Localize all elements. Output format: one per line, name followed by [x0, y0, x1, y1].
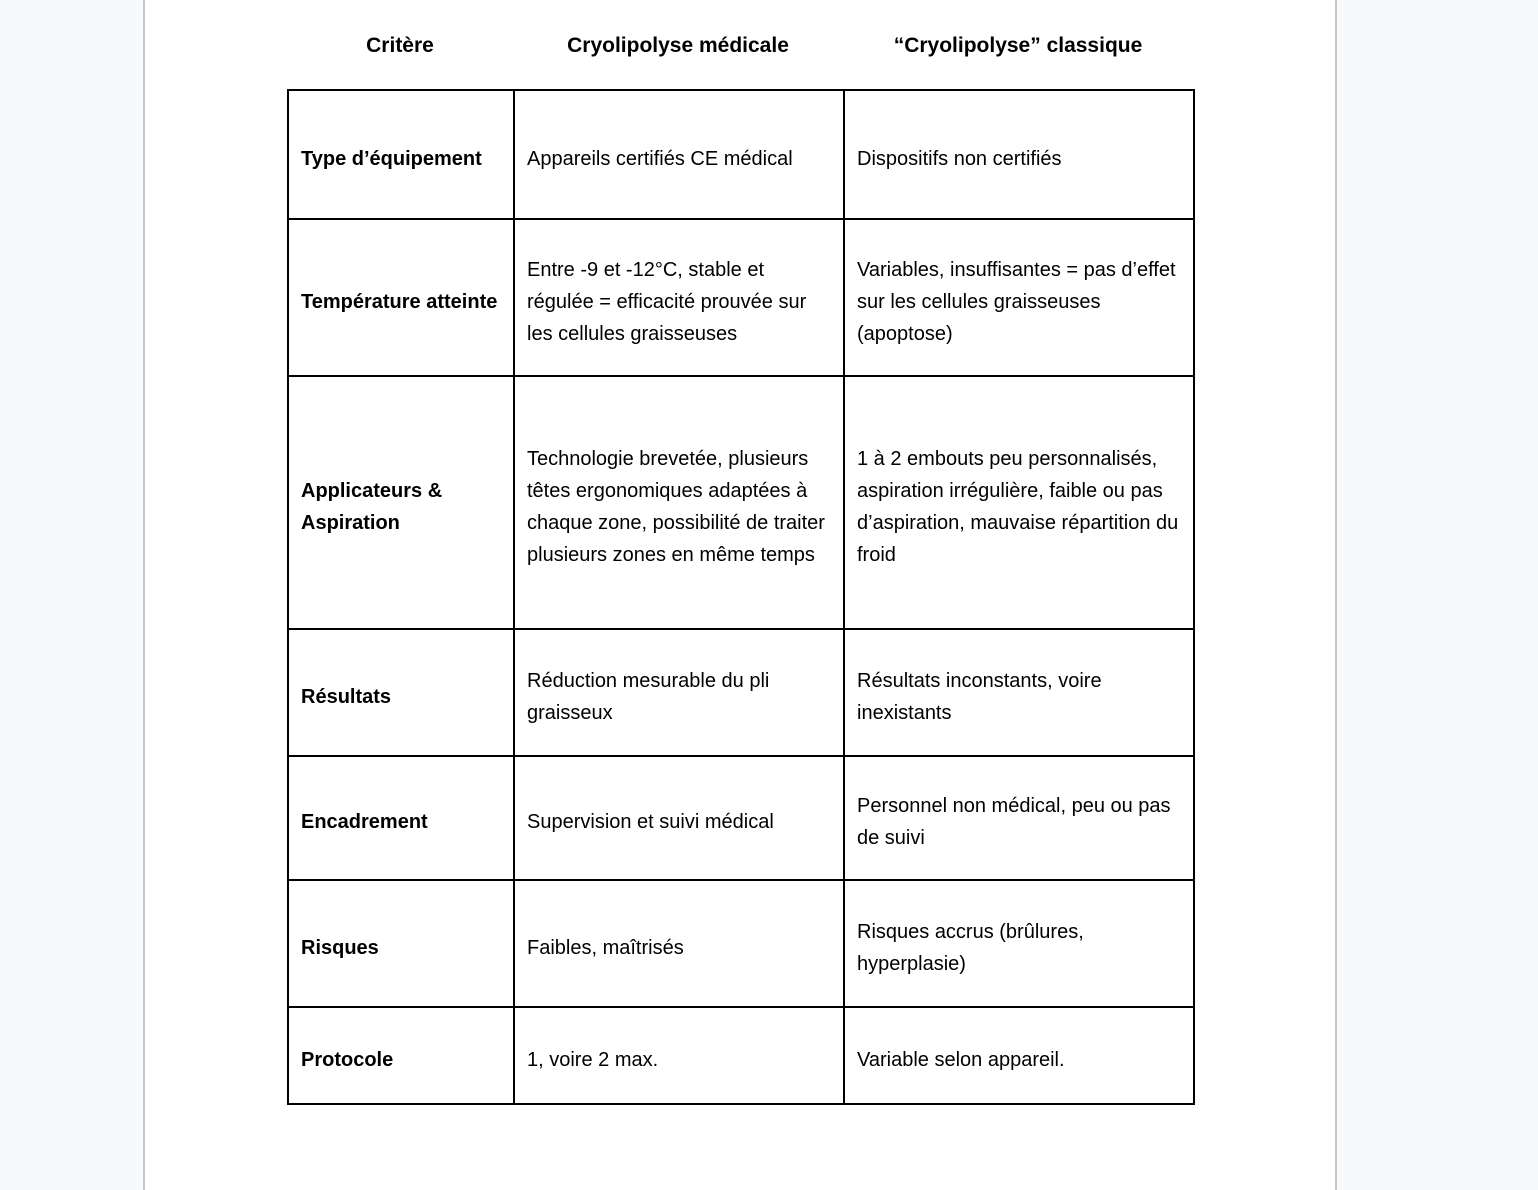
- column-header-row: Critère Cryolipolyse médicale “Cryolipol…: [287, 30, 1197, 62]
- document-page: Critère Cryolipolyse médicale “Cryolipol…: [145, 0, 1335, 1190]
- classic-column-cell: Variables, insuffisantes = pas d’effet s…: [843, 218, 1195, 377]
- column-header-medical: Cryolipolyse médicale: [567, 34, 789, 57]
- medical-column-cell: Réduction mesurable du pli graisseux: [513, 628, 845, 757]
- criterion-cell: Résultats: [287, 628, 515, 757]
- classic-column-cell: Risques accrus (brûlures, hyperplasie): [843, 879, 1195, 1008]
- table-row: Type d’équipement Appareils certifiés CE…: [287, 89, 1195, 220]
- column-header-classic: “Cryolipolyse” classique: [893, 34, 1143, 57]
- criterion-cell: Protocole: [287, 1006, 515, 1105]
- table-row: Protocole 1, voire 2 max. Variable selon…: [287, 1006, 1195, 1105]
- table-row: Applicateurs & Aspiration Technologie br…: [287, 375, 1195, 630]
- classic-column-cell: Dispositifs non certifiés: [843, 89, 1195, 220]
- canvas-margin-left: [0, 0, 145, 1190]
- table-row: Température atteinte Entre -9 et -12°C, …: [287, 218, 1195, 377]
- classic-column-cell: Personnel non médical, peu ou pas de sui…: [843, 755, 1195, 881]
- canvas-margin-right: [1335, 0, 1538, 1190]
- medical-column-cell: Technologie brevetée, plusieurs têtes er…: [513, 375, 845, 630]
- criterion-cell: Applicateurs & Aspiration: [287, 375, 515, 630]
- medical-column-cell: Appareils certifiés CE médical: [513, 89, 845, 220]
- medical-column-cell: Faibles, maîtrisés: [513, 879, 845, 1008]
- document-content: Critère Cryolipolyse médicale “Cryolipol…: [287, 30, 1197, 1105]
- table-row: Résultats Réduction mesurable du pli gra…: [287, 628, 1195, 757]
- criterion-cell: Encadrement: [287, 755, 515, 881]
- medical-column-cell: 1, voire 2 max.: [513, 1006, 845, 1105]
- medical-column-cell: Entre -9 et -12°C, stable et régulée = e…: [513, 218, 845, 377]
- classic-column-cell: 1 à 2 embouts peu personnalisés, aspirat…: [843, 375, 1195, 630]
- classic-column-cell: Variable selon appareil.: [843, 1006, 1195, 1105]
- table-row: Risques Faibles, maîtrisés Risques accru…: [287, 879, 1195, 1008]
- table-row: Encadrement Supervision et suivi médical…: [287, 755, 1195, 881]
- criterion-cell: Risques: [287, 879, 515, 1008]
- column-header-criterion: Critère: [366, 34, 434, 57]
- classic-column-cell: Résultats inconstants, voire inexistants: [843, 628, 1195, 757]
- medical-column-cell: Supervision et suivi médical: [513, 755, 845, 881]
- criterion-cell: Type d’équipement: [287, 89, 515, 220]
- comparison-table: Type d’équipement Appareils certifiés CE…: [287, 89, 1195, 1105]
- criterion-cell: Température atteinte: [287, 218, 515, 377]
